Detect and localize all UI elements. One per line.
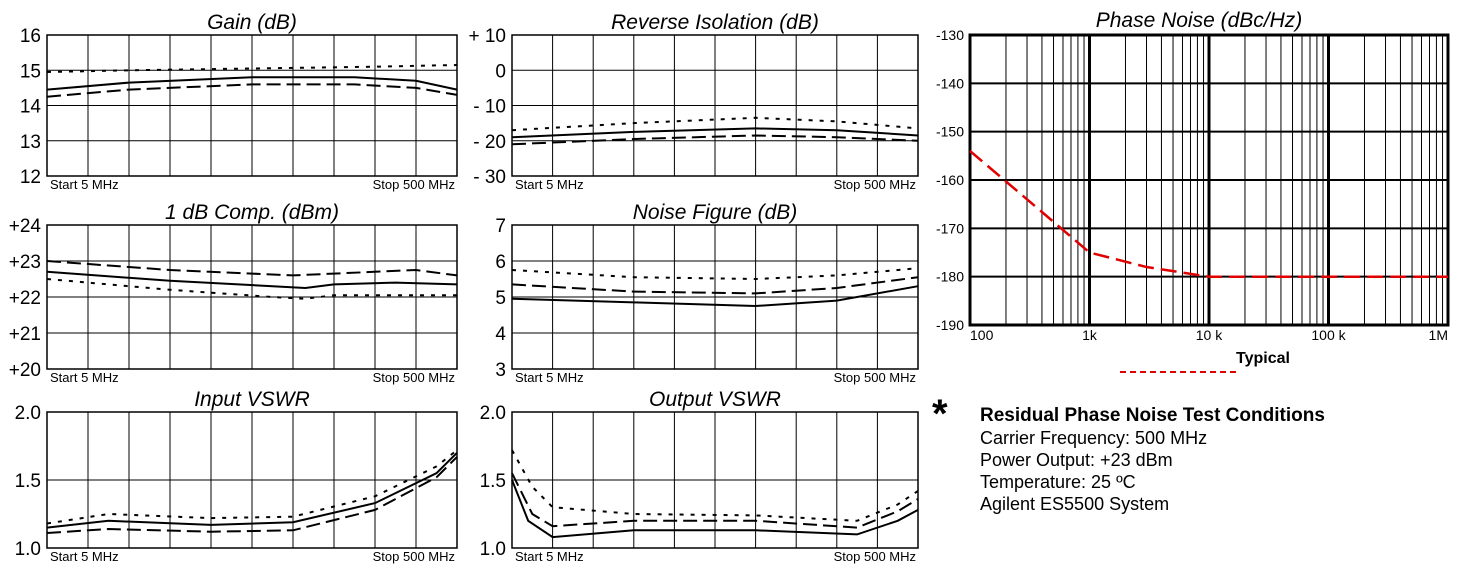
- y-tick-label: 14: [20, 97, 42, 118]
- y-tick-label: +20: [9, 360, 41, 381]
- y-tick-label: -150: [936, 124, 964, 140]
- plot-frame: [511, 411, 919, 549]
- legend-typical-swatch: [1120, 371, 1236, 373]
- x-start-label: Start 5 MHz: [50, 370, 119, 385]
- x-start-label: Start 5 MHz: [515, 177, 584, 192]
- x-tick-label: 100 k: [1311, 327, 1346, 343]
- series-line-dashed: [46, 83, 458, 98]
- y-tick-label: +22: [9, 288, 41, 309]
- series-line-solid: [46, 452, 458, 529]
- legend-typical-label: Typical: [1236, 350, 1290, 367]
- x-stop-label: Stop 500 MHz: [373, 177, 455, 192]
- y-tick-label: 4: [495, 324, 506, 345]
- x-tick-label: 100: [970, 327, 994, 343]
- y-tick-label: 12: [20, 167, 41, 188]
- series-line-dashed: [46, 456, 458, 534]
- series-line-solid: [511, 127, 919, 139]
- series-line-dashed: [511, 134, 919, 146]
- y-tick-label: 3: [495, 360, 506, 381]
- x-stop-label: Stop 500 MHz: [373, 370, 455, 385]
- condition-line: Power Output: +23 dBm: [980, 450, 1173, 470]
- y-tick-label: + 10: [468, 26, 506, 47]
- y-tick-label: 1.5: [480, 471, 506, 492]
- series-line-dashed: [511, 276, 919, 295]
- plot-frame: [46, 411, 458, 549]
- y-tick-label: -190: [936, 317, 964, 333]
- x-start-label: Start 5 MHz: [50, 177, 119, 192]
- series-line-dashed: [46, 260, 458, 277]
- test-conditions: * Residual Phase Noise Test Conditions C…: [932, 394, 1450, 515]
- chart-title: Output VSWR: [649, 388, 781, 411]
- chart-title: Input VSWR: [194, 388, 310, 411]
- series-line-dotted: [511, 449, 919, 522]
- x-stop-label: Stop 500 MHz: [834, 177, 916, 192]
- x-tick-label: 10 k: [1196, 327, 1223, 343]
- y-tick-label: 5: [495, 288, 506, 309]
- x-stop-label: Stop 500 MHz: [373, 549, 455, 564]
- series-line-solid: [46, 76, 458, 91]
- plot-frame: [46, 34, 458, 177]
- x-stop-label: Stop 500 MHz: [834, 549, 916, 564]
- y-tick-label: 1.5: [15, 471, 41, 492]
- y-tick-label: -170: [936, 220, 964, 236]
- y-tick-label: 2.0: [15, 403, 41, 424]
- series-line-dotted: [511, 116, 919, 132]
- plot-frame: [511, 34, 919, 177]
- series-line-dotted: [46, 278, 457, 300]
- y-tick-label: 13: [20, 132, 41, 153]
- y-tick-label: - 30: [473, 167, 506, 188]
- y-tick-label: 0: [495, 61, 506, 82]
- series-line-solid: [511, 285, 919, 308]
- series-line-solid: [511, 479, 919, 539]
- y-tick-label: - 20: [473, 132, 506, 153]
- y-tick-label: +23: [9, 252, 41, 273]
- y-tick-label: +24: [9, 216, 42, 237]
- plot-frame: [968, 33, 1450, 327]
- plot-frame: [46, 224, 458, 370]
- y-tick-label: 16: [20, 26, 41, 47]
- chart-title: Gain (dB): [207, 11, 297, 34]
- x-stop-label: Stop 500 MHz: [834, 370, 916, 385]
- y-tick-label: 1.0: [15, 539, 41, 560]
- y-tick-label: +21: [9, 324, 41, 345]
- plot-frame: [511, 224, 919, 370]
- series-line-dotted: [46, 64, 458, 73]
- chart-title: Noise Figure (dB): [633, 201, 798, 224]
- y-tick-label: -130: [936, 27, 964, 43]
- condition-line: Temperature: 25 ºC: [980, 472, 1136, 492]
- y-tick-label: 6: [495, 252, 506, 273]
- chart-title: Phase Noise (dBc/Hz): [1096, 9, 1303, 32]
- x-start-label: Start 5 MHz: [515, 549, 584, 564]
- series-line-dotted: [46, 449, 458, 525]
- asterisk-icon: *: [932, 392, 948, 436]
- x-start-label: Start 5 MHz: [515, 370, 584, 385]
- y-tick-label: -140: [936, 75, 964, 91]
- condition-line: Carrier Frequency: 500 MHz: [980, 428, 1208, 448]
- chart-title: Reverse Isolation (dB): [611, 11, 819, 34]
- y-tick-label: - 10: [473, 97, 506, 118]
- x-start-label: Start 5 MHz: [50, 549, 119, 564]
- x-tick-label: 1k: [1082, 327, 1098, 343]
- conditions-title: Residual Phase Noise Test Conditions: [980, 405, 1325, 426]
- series-line-solid: [46, 270, 458, 290]
- series-line-dotted: [511, 267, 919, 281]
- chart-title: 1 dB Comp. (dBm): [165, 201, 339, 224]
- y-tick-label: 7: [495, 216, 506, 237]
- y-tick-label: 1.0: [480, 539, 506, 560]
- y-tick-label: 2.0: [480, 403, 506, 424]
- series-line-dashed: [511, 472, 919, 529]
- y-tick-label: -160: [936, 172, 964, 188]
- series-line-typical: [969, 150, 1448, 278]
- y-tick-label: 15: [20, 61, 41, 82]
- condition-line: Agilent ES5500 System: [980, 494, 1170, 514]
- y-tick-label: -180: [936, 269, 964, 285]
- x-tick-label: 1M: [1429, 327, 1448, 343]
